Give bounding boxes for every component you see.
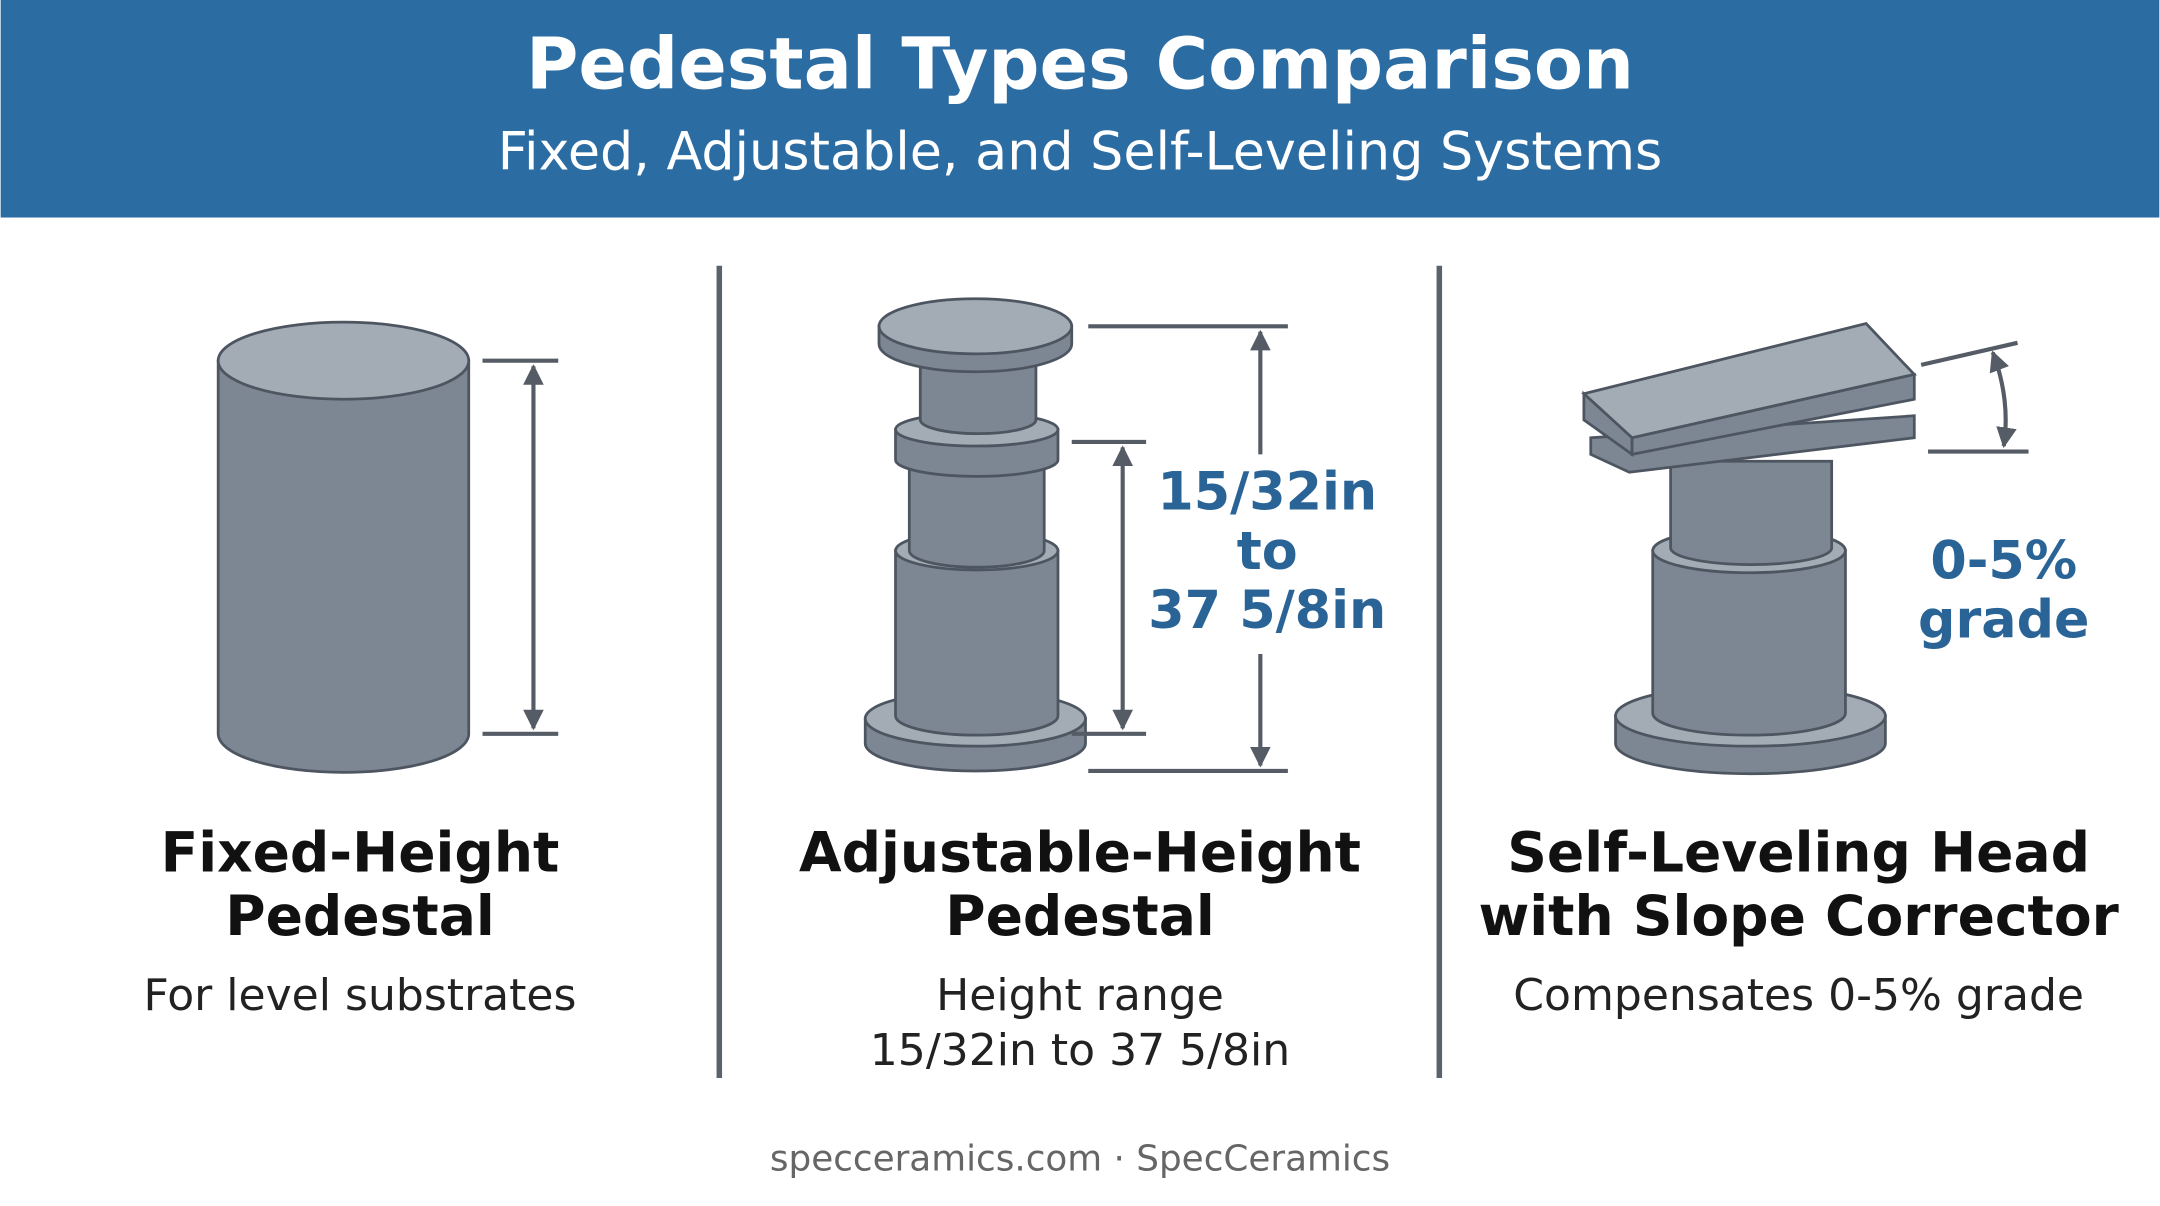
panel-title: with Slope Corrector [1478,884,2118,948]
panel-description: Height range [936,970,1224,1021]
self-leveling-pedestal [1581,321,2029,776]
panel-title: Pedestal [945,884,1215,948]
footer: specceramics.com · SpecCeramics [770,1139,1390,1180]
subtitle: Fixed, Adjustable, and Self-Leveling Sys… [498,122,1663,183]
panel-title: Adjustable-Height [799,820,1361,884]
panel-title: Pedestal [225,884,495,948]
adjustable-pedestal [863,297,1288,774]
header-band [0,0,2160,218]
panel-description: For level substrates [143,970,576,1021]
panel-description: Compensates 0-5% grade [1513,970,2084,1021]
fixed-pedestal [216,320,559,774]
callout: 15/32in [1157,462,1377,523]
callout: grade [1918,590,2089,651]
title: Pedestal Types Comparison [526,22,1634,105]
callout: 0-5% [1930,530,2077,591]
panel-title: Self-Leveling Head [1507,820,2090,884]
panel-description: 15/32in to 37 5/8in [870,1025,1290,1076]
callout: 37 5/8in [1148,580,1386,641]
callout: to [1237,521,1298,582]
panel-title: Fixed-Height [161,820,560,884]
